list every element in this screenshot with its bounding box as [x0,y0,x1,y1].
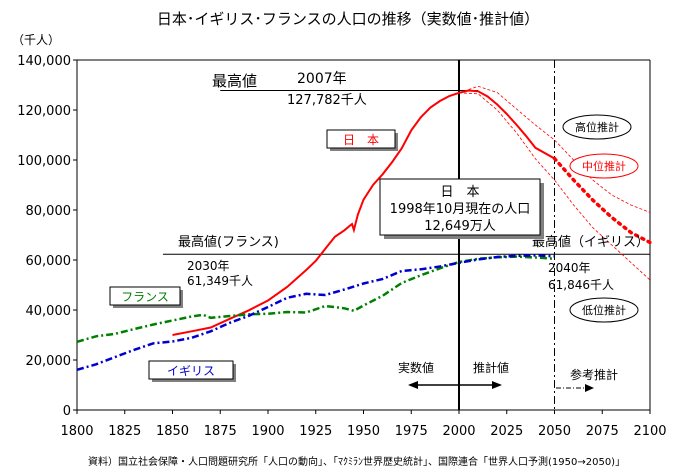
x-tick-label: 1850 [156,424,189,439]
reference-estimate-arrow [556,384,594,392]
x-tick-label: 2025 [490,424,523,439]
y-tick-label: 80,000 [26,204,72,219]
x-tick-label: 1950 [347,424,380,439]
legend-uk-label: イギリス [167,364,215,378]
y-tick-label: 0 [63,404,71,419]
x-tick-label: 2100 [633,424,666,439]
chart-title: 日本･イギリス･フランスの人口の推移（実数値･推計値） [157,10,539,28]
legend-high: 高位推計 [562,114,632,140]
y-tick-labels: 0 20,000 40,000 60,000 80,000 100,000 120,000 1… [17,54,77,419]
france-peak-value: 61,349千人 [187,274,253,288]
legend-low-label: 低位推計 [582,303,626,317]
series-line-1 [552,156,652,245]
x-tick-label: 1925 [299,424,332,439]
japan-1998-box: 日 本 1998年10月現在の人口 12,649万人 [379,178,544,239]
france-peak-label: 最高値(フランス) [178,234,279,250]
x-tick-labels: 1800 1825 1850 1875 1900 1925 1950 1975 2000 2025… [60,410,667,439]
legend-uk: イギリス [148,360,236,382]
box-line-country: 日 本 [440,185,479,200]
legend-mid-label: 中位推計 [582,159,626,173]
estimated-values-label: 推計値 [473,360,509,375]
legend-mid: 中位推計 [569,153,639,179]
legend-japan: 日 本 [326,129,398,151]
uk-peak-label: 最高値（イギリス） [532,234,649,250]
uk-peak-year: 2040年 [548,261,591,275]
legend-france-label: フランス [121,290,169,304]
series-line-0 [172,89,555,336]
y-axis-unit-label: （千人） [12,33,60,47]
source-note: 資料）国立社会保障・人口問題研究所「人口の動向」、「ﾏｸﾐﾗﾝ世界歴史統計」、国… [88,455,625,468]
x-tick-label: 2075 [586,424,619,439]
legend-high-label: 高位推計 [575,120,619,134]
x-tick-label: 1900 [251,424,284,439]
y-tick-label: 40,000 [26,304,72,319]
x-tick-label: 2050 [538,424,571,439]
actual-values-label: 実数値 [398,360,434,375]
uk-peak-value: 61,846千人 [548,278,614,292]
legend-low: 低位推計 [569,297,639,323]
y-tick-label: 100,000 [17,154,71,169]
y-tick-label: 120,000 [17,104,71,119]
x-tick-label: 1800 [60,424,93,439]
x-tick-label: 2000 [442,424,475,439]
france-peak-year: 2030年 [187,259,230,273]
japan-peak-value: 127,782千人 [287,93,367,108]
series-line-2 [458,85,651,213]
series-line-3 [458,92,651,281]
series-lines [76,85,652,372]
y-tick-label: 140,000 [17,54,71,69]
x-tick-label: 1825 [108,424,141,439]
y-tick-label: 60,000 [26,254,72,269]
reference-estimate-label: 参考推計 [570,367,618,382]
legend-japan-label: 日 本 [343,133,379,147]
x-tick-label: 1975 [395,424,428,439]
x-tick-label: 1875 [204,424,237,439]
japan-peak-label: 最高値 [212,72,257,90]
japan-peak-year: 2007年 [297,71,347,87]
box-line-date: 1998年10月現在の人口 [390,202,531,217]
box-line-population: 12,649万人 [424,219,496,234]
y-tick-label: 20,000 [26,354,72,369]
actual-estimated-arrow [408,381,502,389]
legend-france: フランス [109,286,183,308]
series-line-5 [76,254,555,372]
